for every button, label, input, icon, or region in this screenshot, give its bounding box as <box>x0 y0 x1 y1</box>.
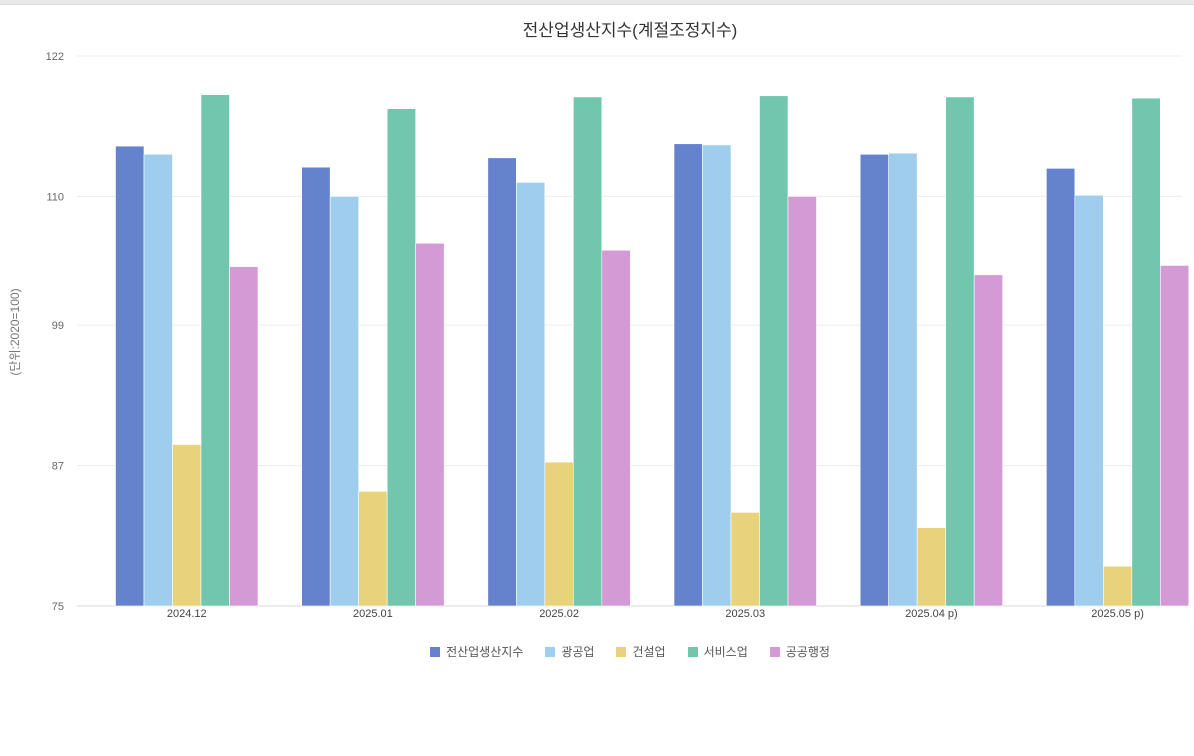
y-tick-label: 122 <box>46 51 64 63</box>
bar[interactable] <box>787 196 817 607</box>
bar[interactable] <box>487 157 517 607</box>
legend-label: 서비스업 <box>703 645 748 659</box>
bar[interactable] <box>1160 265 1190 607</box>
bar[interactable] <box>730 512 760 607</box>
legend-swatch <box>430 646 441 657</box>
x-tick-label: 2025.02 <box>539 608 579 620</box>
legend-label: 전산업생산지수 <box>446 645 524 659</box>
bar[interactable] <box>1103 565 1133 607</box>
bar[interactable] <box>329 196 359 607</box>
bar[interactable] <box>759 95 789 607</box>
x-tick-label: 2025.04 p) <box>905 608 958 620</box>
legend: 전산업생산지수 광공업 건설업 서비스업 공공행정 <box>0 643 1194 660</box>
bar[interactable] <box>945 96 975 607</box>
bar[interactable] <box>601 249 631 607</box>
bar[interactable] <box>358 491 388 607</box>
x-tick-label: 2024.12 <box>167 608 207 620</box>
x-tick-label: 2025.03 <box>725 608 765 620</box>
bars <box>115 94 1190 607</box>
bar[interactable] <box>859 153 889 607</box>
bar[interactable] <box>516 182 546 607</box>
y-axis-label: (단위:2020=100) <box>8 288 22 375</box>
x-tick-label: 2025.01 <box>353 608 393 620</box>
y-tick-label: 99 <box>52 320 64 332</box>
legend-swatch <box>545 646 556 657</box>
chart-title: 전산업생산지수(계절조정지수) <box>523 21 738 40</box>
legend-item[interactable]: 전산업생산지수 <box>430 643 523 660</box>
legend-swatch <box>769 646 780 657</box>
x-axis-ticks: 2024.12 2025.01 2025.02 2025.03 2025.04 p) 20… <box>167 608 1144 620</box>
y-tick-label: 75 <box>52 601 64 613</box>
legend-label: 광공업 <box>561 645 595 659</box>
x-tick-label: 2025.05 p) <box>1091 608 1144 620</box>
bar[interactable] <box>301 166 331 607</box>
legend-swatch <box>687 646 698 657</box>
y-axis-ticks: 75 87 99 110 122 <box>46 51 64 613</box>
bar[interactable] <box>172 444 202 607</box>
bar[interactable] <box>1074 194 1104 607</box>
bar[interactable] <box>673 143 703 607</box>
legend-label: 건설업 <box>632 645 666 659</box>
bar[interactable] <box>229 266 259 607</box>
bar[interactable] <box>1131 97 1161 607</box>
bar[interactable] <box>702 144 732 607</box>
bar[interactable] <box>916 527 946 607</box>
bar[interactable] <box>573 96 603 607</box>
bar[interactable] <box>143 153 173 607</box>
legend-label: 공공행정 <box>785 645 830 659</box>
legend-item[interactable]: 광공업 <box>545 643 594 660</box>
y-tick-label: 87 <box>52 461 64 473</box>
bar[interactable] <box>200 94 230 607</box>
bar[interactable] <box>888 152 918 607</box>
top-border <box>0 0 1194 5</box>
legend-item[interactable]: 건설업 <box>616 643 666 660</box>
bar[interactable] <box>415 242 445 607</box>
legend-item[interactable]: 공공행정 <box>769 643 830 660</box>
legend-swatch <box>616 646 627 657</box>
bar[interactable] <box>544 461 574 607</box>
bar[interactable] <box>115 145 145 607</box>
legend-item[interactable]: 서비스업 <box>687 643 748 660</box>
y-tick-label: 110 <box>46 191 64 203</box>
bar[interactable] <box>1046 168 1076 607</box>
bar[interactable] <box>386 108 416 607</box>
bar[interactable] <box>973 274 1003 607</box>
